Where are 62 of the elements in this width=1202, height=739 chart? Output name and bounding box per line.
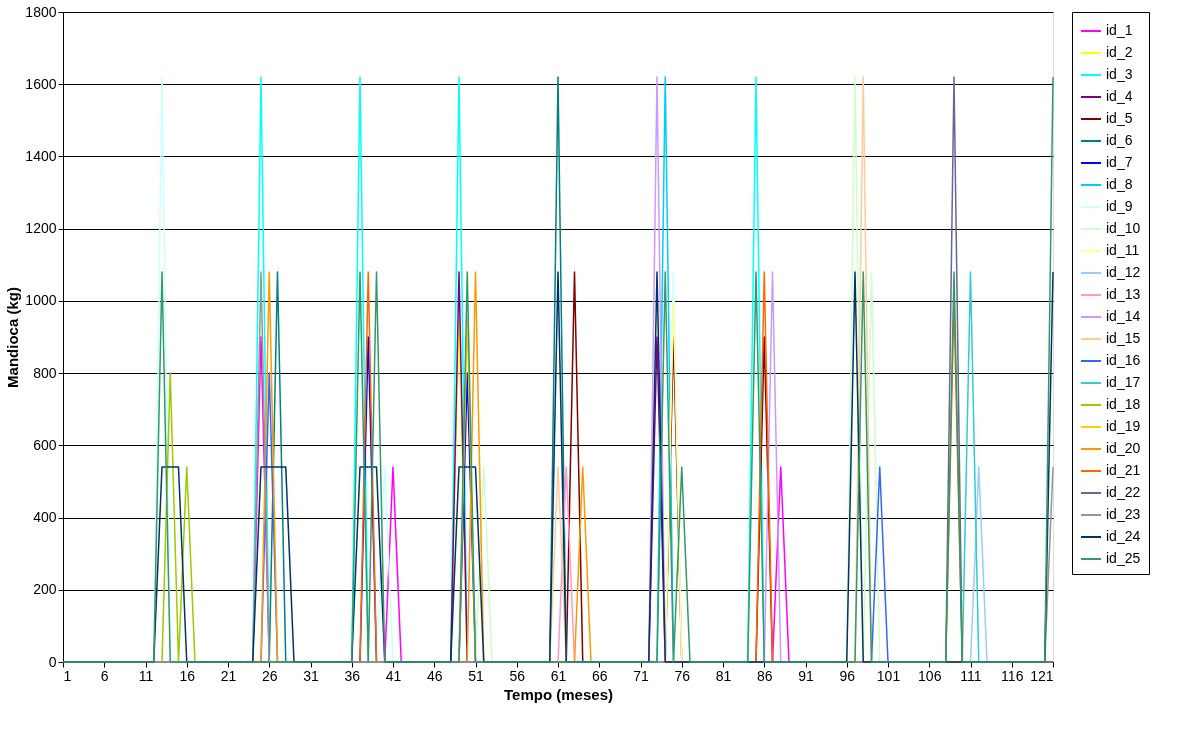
y-tick-label: 600 <box>33 436 57 453</box>
legend-label: id_10 <box>1106 220 1141 236</box>
x-tick-label: 56 <box>509 667 526 684</box>
legend-label: id_12 <box>1106 264 1141 280</box>
legend-label: id_23 <box>1106 506 1141 522</box>
legend-label: id_4 <box>1106 88 1133 104</box>
legend-label: id_24 <box>1106 528 1141 544</box>
legend-label: id_25 <box>1106 550 1141 566</box>
x-tick-label: 86 <box>756 667 773 684</box>
x-tick-label: 61 <box>550 667 567 684</box>
x-tick-label: 81 <box>715 667 732 684</box>
x-tick-label: 111 <box>960 667 982 684</box>
legend-label: id_18 <box>1106 396 1141 412</box>
x-axis-title: Tempo (meses) <box>504 685 613 703</box>
legend-label: id_15 <box>1106 330 1141 346</box>
x-tick-label: 26 <box>261 667 278 684</box>
x-tick-label: 6 <box>100 667 109 684</box>
legend-label: id_5 <box>1106 110 1133 126</box>
y-tick-label: 1600 <box>25 75 57 92</box>
y-axis-title: Mandioca (kg) <box>4 287 22 388</box>
legend-label: id_9 <box>1106 198 1133 214</box>
x-tick-label: 101 <box>876 667 901 684</box>
x-tick-label: 116 <box>1001 667 1024 684</box>
x-tick-label: 41 <box>385 667 402 684</box>
x-tick-label: 91 <box>798 667 814 684</box>
legend-label: id_17 <box>1106 374 1141 390</box>
y-tick-label: 400 <box>33 509 57 526</box>
x-tick-label: 31 <box>303 667 319 684</box>
legend-label: id_13 <box>1106 286 1141 302</box>
legend-label: id_19 <box>1106 418 1141 434</box>
y-tick-label: 1400 <box>25 147 57 164</box>
x-tick-label: 51 <box>468 667 484 684</box>
x-tick-label: 21 <box>220 667 237 684</box>
legend-label: id_3 <box>1106 66 1133 82</box>
x-tick-label: 11 <box>138 667 154 684</box>
legend-label: id_16 <box>1106 352 1141 368</box>
y-tick-label: 1000 <box>25 292 57 309</box>
legend-label: id_11 <box>1106 242 1140 258</box>
x-tick-label: 106 <box>918 667 942 684</box>
x-tick-label: 71 <box>633 667 649 684</box>
x-tick-label: 121 <box>1030 667 1054 684</box>
legend-label: id_7 <box>1106 154 1133 170</box>
x-tick-label: 96 <box>839 667 856 684</box>
legend-label: id_1 <box>1106 22 1133 38</box>
legend-label: id_14 <box>1106 308 1141 324</box>
legend-label: id_22 <box>1106 484 1141 500</box>
x-tick-label: 16 <box>179 667 196 684</box>
legend-label: id_6 <box>1106 132 1133 148</box>
y-tick-label: 800 <box>33 364 57 381</box>
x-tick-label: 76 <box>674 667 691 684</box>
x-tick-label: 46 <box>426 667 443 684</box>
x-tick-label: 1 <box>63 667 72 684</box>
y-tick-label: 0 <box>48 653 57 670</box>
x-tick-label: 36 <box>344 667 361 684</box>
legend-label: id_2 <box>1106 44 1133 60</box>
legend-label: id_8 <box>1106 176 1133 192</box>
legend-label: id_20 <box>1106 440 1141 456</box>
y-tick-label: 1800 <box>25 3 57 20</box>
legend-label: id_21 <box>1106 462 1141 478</box>
y-tick-label: 200 <box>33 581 57 598</box>
y-tick-label: 1200 <box>25 220 57 237</box>
x-tick-label: 66 <box>591 667 608 684</box>
